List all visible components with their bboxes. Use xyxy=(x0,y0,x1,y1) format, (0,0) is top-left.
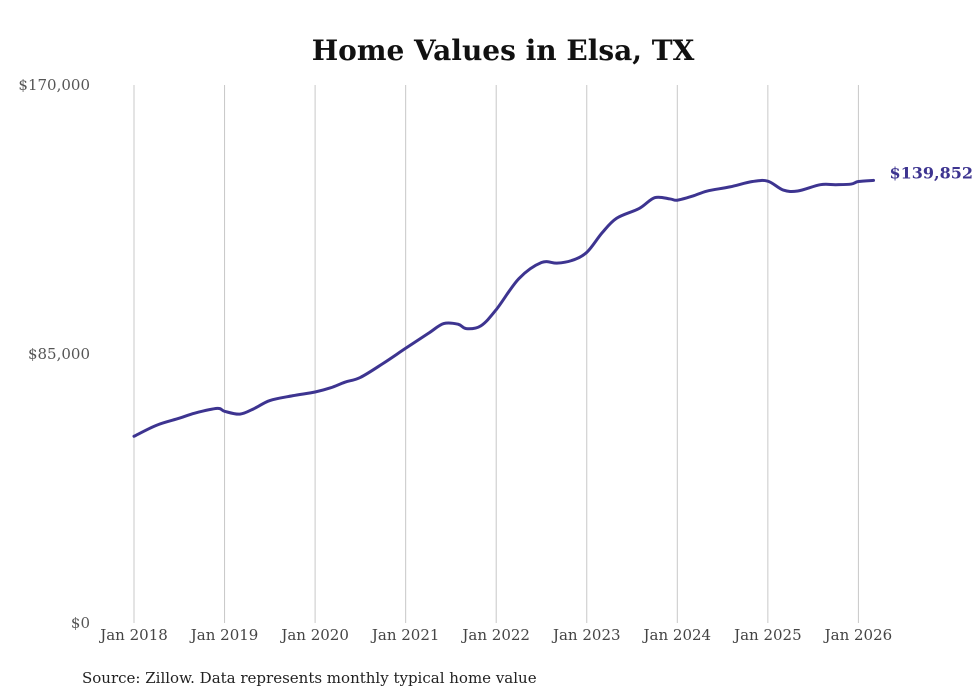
x-tick-label: Jan 2020 xyxy=(279,626,349,644)
x-tick-label: Jan 2025 xyxy=(732,626,802,644)
series-line xyxy=(132,178,875,438)
end-value-label: $139,852 xyxy=(890,163,974,182)
x-tick-label: Jan 2021 xyxy=(370,626,440,644)
x-tick-label: Jan 2026 xyxy=(823,626,893,644)
series: $139,852 xyxy=(132,163,974,438)
y-axis: $0 $85,000 $170,000 xyxy=(18,76,90,632)
x-tick-label: Jan 2019 xyxy=(189,626,259,644)
x-tick-label: Jan 2024 xyxy=(642,626,712,644)
x-tick-label: Jan 2018 xyxy=(98,626,168,644)
x-tick-label: Jan 2022 xyxy=(460,626,530,644)
chart-title: Home Values in Elsa, TX xyxy=(312,34,695,67)
source-note: Source: Zillow. Data represents monthly … xyxy=(82,669,537,687)
x-tick-label: Jan 2023 xyxy=(551,626,621,644)
x-axis: Jan 2018 Jan 2019 Jan 2020 Jan 2021 Jan 2022… xyxy=(98,626,892,644)
gridlines xyxy=(133,85,859,623)
y-tick-label: $170,000 xyxy=(18,76,90,94)
y-tick-label: $0 xyxy=(71,614,90,632)
y-tick-label: $85,000 xyxy=(28,345,90,363)
